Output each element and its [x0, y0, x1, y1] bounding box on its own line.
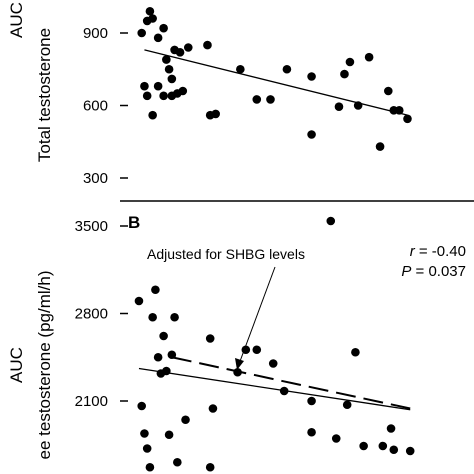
panel-a-data-point: [159, 23, 168, 33]
panel-a-data-point: [153, 81, 163, 91]
panel-b-ylabel-top: AUC: [7, 347, 26, 383]
panel-a-ylabel: Total testosterone: [35, 28, 54, 162]
panel-a-data-point: [252, 95, 262, 104]
panel-b-data-point: [205, 462, 215, 472]
panel-a-data-point: [307, 130, 316, 139]
panel-b-data-point: [331, 434, 341, 443]
panel-a-data-point: [153, 33, 163, 43]
panel-b-y-ticks: 2100 2800 3500: [75, 218, 128, 410]
panel-a-y-tick-label: 900: [83, 25, 108, 42]
panel-a-data-point: [183, 43, 193, 52]
panel-b-data-point: [405, 446, 415, 456]
panel-a-data-point: [236, 64, 245, 74]
panel-b-data-point: [164, 430, 174, 440]
panel-b-data-point: [307, 427, 316, 437]
panel-b-data-point: [181, 415, 190, 425]
p-stat-label: P: [401, 263, 411, 280]
panel-b-y-tick-label: 3500: [75, 218, 108, 235]
panel-b-data-point: [137, 401, 146, 411]
annotation-arrow: [238, 266, 276, 365]
panel-a-data-point: [178, 86, 188, 96]
panel-b-data-point: [351, 347, 360, 357]
r-stat: r = -0.40: [410, 243, 466, 260]
panel-a-data-point: [282, 64, 292, 74]
panel-b-regression-line: [138, 367, 411, 411]
panel-b-y-tick-label: 2800: [75, 306, 108, 323]
panel-b-lines: [138, 356, 411, 411]
panel-a-data-point: [340, 69, 349, 79]
panel-b-letter: B: [128, 213, 140, 232]
panel-a-data-point: [148, 14, 157, 23]
p-stat: P = 0.037: [401, 263, 466, 280]
panel-a: AUC Total testosterone 300 600 900: [7, 2, 412, 187]
panel-a-data-point: [140, 81, 149, 91]
annotation-arrowhead: [235, 358, 244, 370]
panel-b-data-point: [151, 285, 160, 295]
panel-a-lines: [144, 49, 408, 116]
panel-b-data-point: [162, 366, 171, 376]
panel-b-data-point: [142, 444, 152, 453]
panel-a-data-point: [266, 95, 275, 104]
panel-a-y-ticks: 300 600 900: [83, 25, 128, 187]
panel-a-data-point: [159, 91, 168, 101]
r-stat-value: = -0.40: [415, 243, 466, 260]
panel-b-data-point: [140, 429, 149, 438]
annotation-label: Adjusted for SHBG levels: [147, 246, 305, 262]
panel-b-y-tick-label: 2100: [75, 393, 108, 410]
panel-b: B AUC ee testosterone (pg/ml/h) 2100 2800…: [7, 213, 466, 472]
panel-a-data-point: [334, 102, 344, 112]
panel-b-data-point: [342, 400, 352, 410]
panel-b-data-point: [378, 441, 388, 451]
panel-b-data-point: [205, 334, 215, 343]
panel-a-data-point: [364, 52, 374, 62]
panel-a-points: [137, 6, 412, 151]
p-stat-value: = 0.037: [411, 263, 466, 280]
panel-b-data-point: [173, 457, 182, 467]
panel-a-data-point: [162, 55, 171, 64]
panel-a-data-point: [403, 114, 412, 124]
panel-a-data-point: [384, 86, 393, 96]
panel-a-ylabel-top: AUC: [7, 2, 26, 38]
panel-a-data-point: [167, 74, 177, 84]
panel-a-data-point: [137, 28, 146, 38]
panel-b-data-point: [326, 216, 336, 226]
r-stat-label: r: [410, 243, 416, 260]
panel-b-data-point: [307, 396, 316, 406]
panel-b-data-point: [170, 312, 179, 322]
panel-b-data-point: [359, 441, 368, 451]
panel-a-data-point: [142, 91, 152, 101]
panel-b-data-point: [268, 359, 278, 368]
panel-a-y-tick-label: 600: [83, 98, 108, 115]
panel-a-data-point: [164, 64, 174, 74]
panel-b-data-point: [148, 312, 157, 322]
panel-b-data-point: [389, 445, 399, 455]
panel-b-ylabel: ee testosterone (pg/ml/h): [35, 271, 54, 460]
panel-a-y-tick-label: 300: [83, 170, 108, 187]
panel-b-data-point: [386, 424, 396, 433]
panel-b-data-point: [208, 404, 218, 413]
panel-a-data-point: [345, 57, 355, 67]
panel-a-data-point: [307, 72, 316, 81]
panel-b-points: [134, 216, 415, 472]
panel-a-data-point: [203, 40, 212, 50]
panel-a-regression-line: [144, 49, 408, 116]
panel-b-data-point: [134, 296, 144, 306]
panel-b-data-point: [159, 331, 168, 341]
panel-a-data-point: [145, 6, 155, 16]
panel-b-data-point: [252, 345, 262, 355]
panel-a-data-point: [148, 110, 157, 120]
panel-b-adjusted-regression-line: [171, 356, 411, 410]
panel-b-data-point: [153, 352, 163, 362]
panel-a-data-point: [375, 142, 385, 151]
panel-b-data-point: [145, 462, 155, 472]
panel-a-data-point: [175, 48, 185, 57]
panel-a-data-point: [211, 109, 220, 119]
